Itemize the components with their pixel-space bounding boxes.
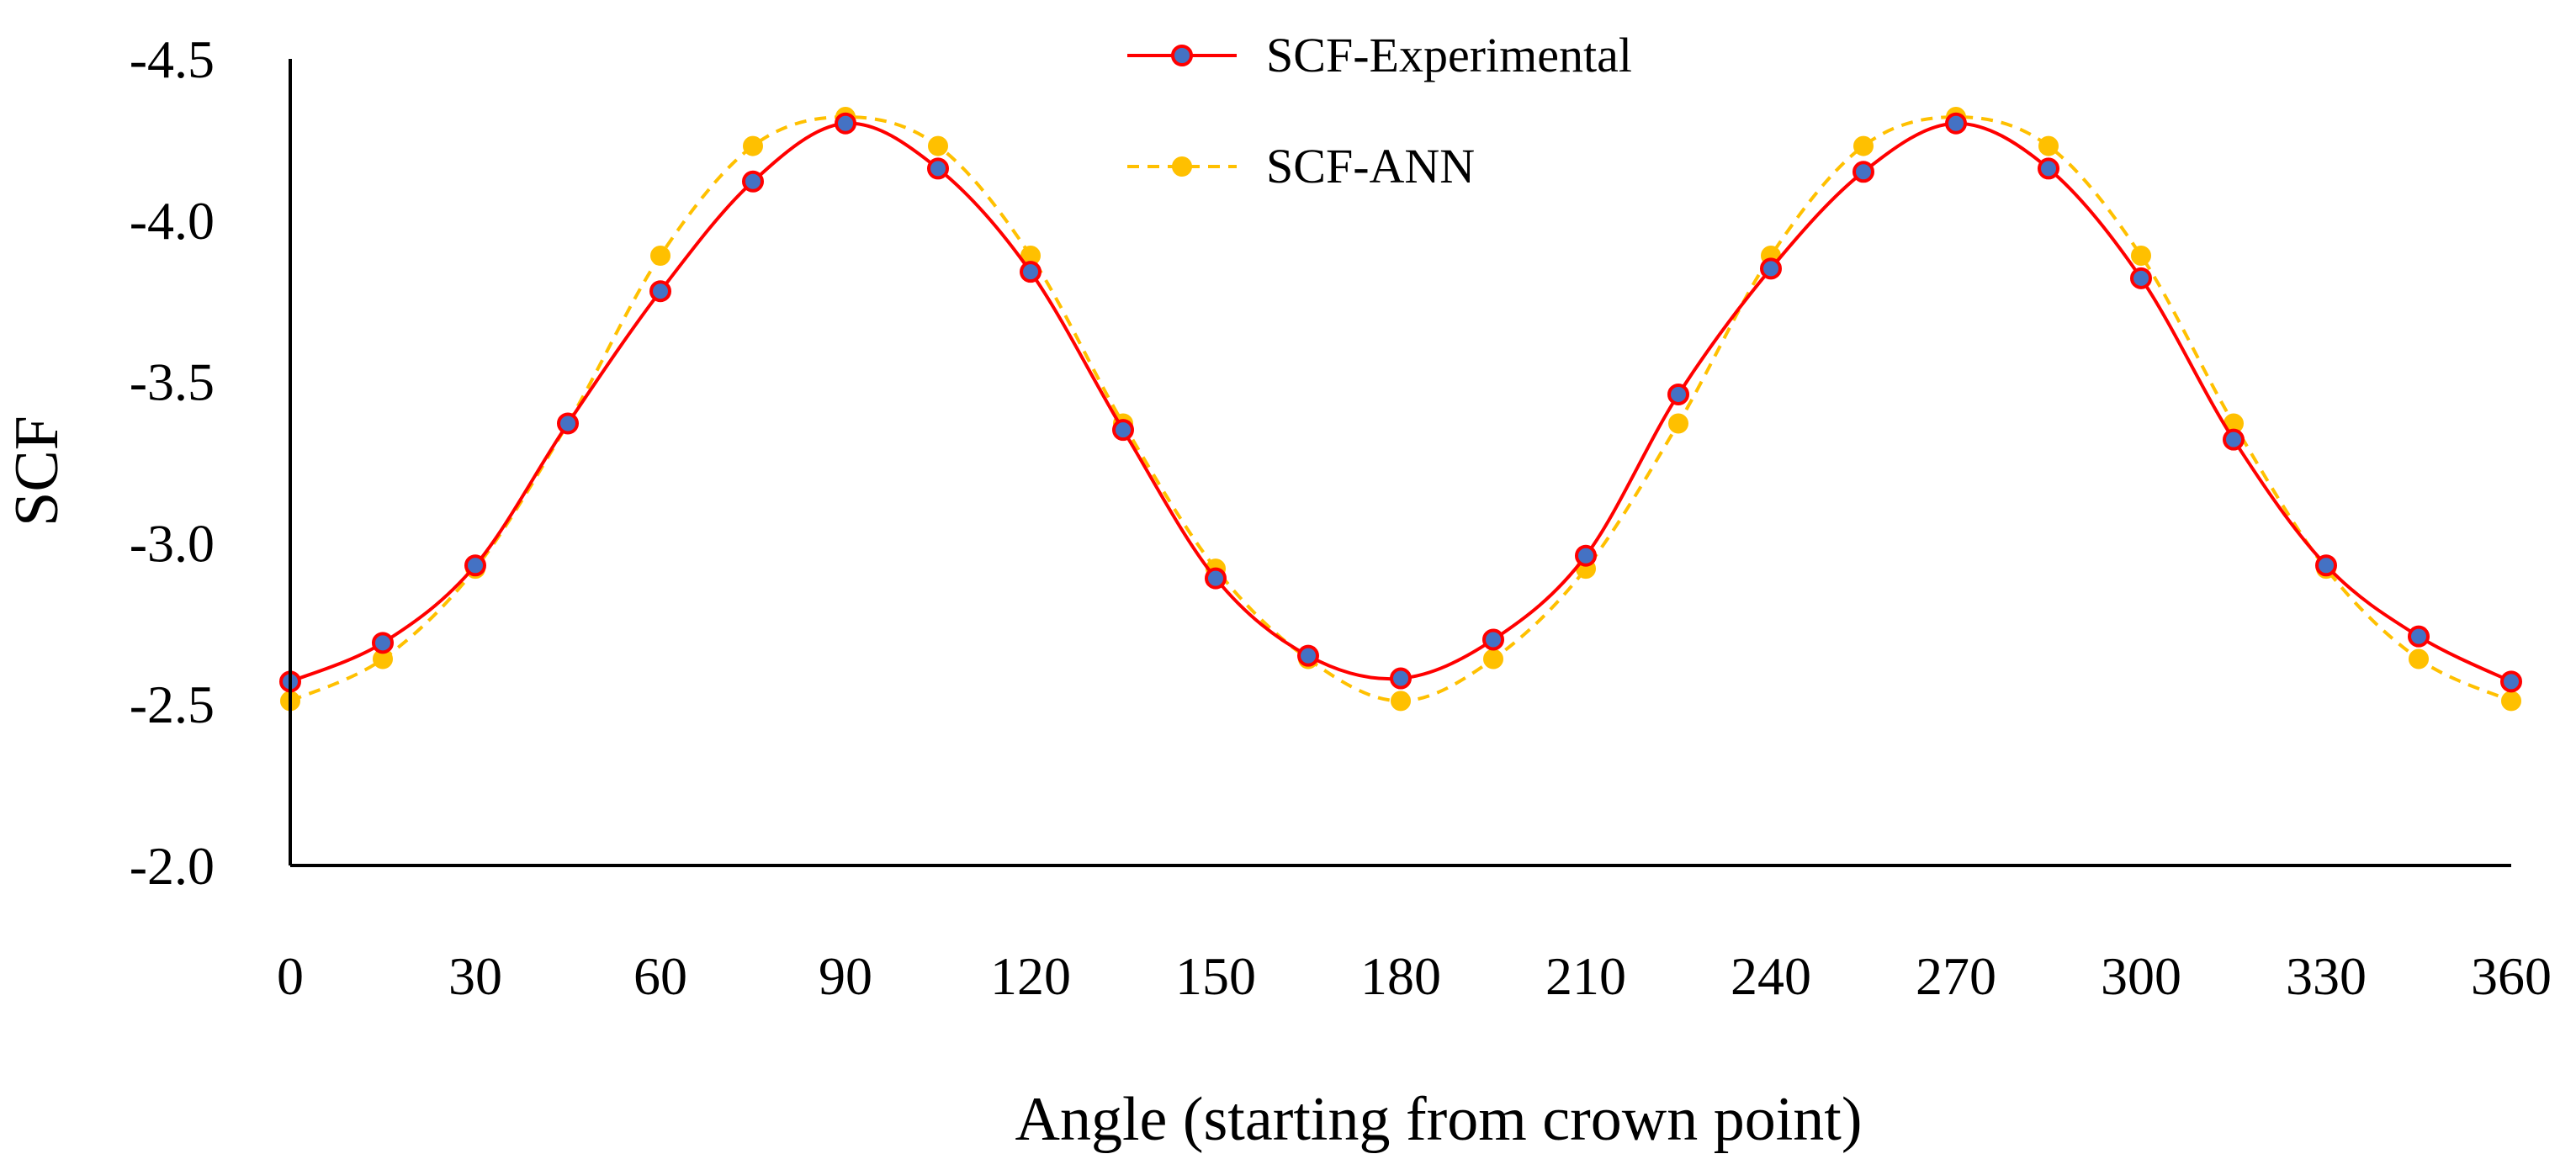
x-tick-label: 300 (2101, 946, 2181, 1006)
axes (289, 59, 2511, 867)
legend-marker (1172, 156, 1192, 177)
data-point (1945, 112, 1967, 135)
x-axis-title: Angle (starting from crown point) (1015, 1085, 1863, 1154)
y-tick-label: -2.0 (130, 836, 215, 896)
data-point (1205, 567, 1227, 590)
x-tick-label: 90 (819, 946, 872, 1006)
series-line (289, 115, 2512, 703)
data-point (1483, 648, 1503, 670)
y-axis-title: SCF (3, 415, 72, 527)
data-point (1391, 691, 1411, 712)
data-point (927, 157, 949, 180)
data-point (742, 170, 764, 193)
data-point (1390, 667, 1412, 690)
x-tick-label: 330 (2286, 946, 2367, 1006)
y-tick-label: -3.0 (130, 513, 215, 573)
data-point (2130, 267, 2152, 289)
y-tick-label: -3.5 (130, 352, 215, 412)
data-point (2409, 648, 2429, 670)
legend: SCF-Experimental SCF-ANN (1127, 28, 1632, 193)
data-point (2038, 157, 2059, 180)
data-point (2315, 554, 2337, 577)
data-point (557, 412, 579, 435)
y-tick-label: -4.0 (130, 191, 215, 251)
x-tick-label: 270 (1916, 946, 1996, 1006)
x-tick-label: 240 (1731, 946, 1811, 1006)
data-point (1852, 161, 1874, 183)
data-point (2408, 625, 2430, 648)
x-tick-label: 0 (277, 946, 304, 1006)
data-point (2500, 670, 2522, 693)
x-tick-label: 210 (1545, 946, 1626, 1006)
legend-marker (1171, 45, 1193, 66)
legend-item: SCF-Experimental (1127, 28, 1632, 82)
data-point (835, 112, 856, 135)
data-point (1112, 419, 1134, 442)
y-axis-tick-labels: -2.0 -2.5 -3.0 -3.5 -4.0 -4.5 (130, 29, 215, 896)
data-point (2223, 428, 2245, 451)
data-point (650, 245, 671, 266)
series-line (289, 121, 2512, 684)
data-point (928, 135, 948, 156)
data-point (372, 632, 394, 654)
x-axis-tick-labels: 0 30 60 90 120 150 180 210 240 270 300 330 360 (277, 946, 2552, 1006)
data-point (1297, 644, 1319, 667)
data-point (1760, 257, 1782, 280)
data-point (1668, 413, 1688, 434)
data-point (464, 554, 486, 577)
x-tick-label: 120 (990, 946, 1071, 1006)
legend-label: SCF-ANN (1266, 139, 1475, 193)
legend-label: SCF-Experimental (1266, 28, 1632, 82)
legend-item: SCF-ANN (1127, 139, 1475, 193)
data-point (743, 135, 763, 156)
series-scf-experimental (279, 112, 2522, 693)
data-point (1482, 628, 1504, 651)
x-tick-label: 150 (1175, 946, 1256, 1006)
data-point (1667, 383, 1689, 405)
data-point (1020, 261, 1042, 283)
series-layer (279, 107, 2522, 712)
y-tick-label: -4.5 (130, 29, 215, 89)
data-point (649, 280, 671, 303)
x-tick-label: 180 (1360, 946, 1441, 1006)
x-tick-label: 30 (448, 946, 502, 1006)
data-point (1853, 135, 1874, 156)
y-tick-label: -2.5 (130, 675, 215, 734)
data-point (2131, 245, 2151, 266)
data-point (2501, 691, 2521, 712)
data-point (1575, 544, 1597, 567)
x-tick-label: 360 (2471, 946, 2552, 1006)
x-tick-label: 60 (633, 946, 687, 1006)
series-scf-ann (280, 107, 2521, 712)
data-point (2038, 135, 2059, 156)
